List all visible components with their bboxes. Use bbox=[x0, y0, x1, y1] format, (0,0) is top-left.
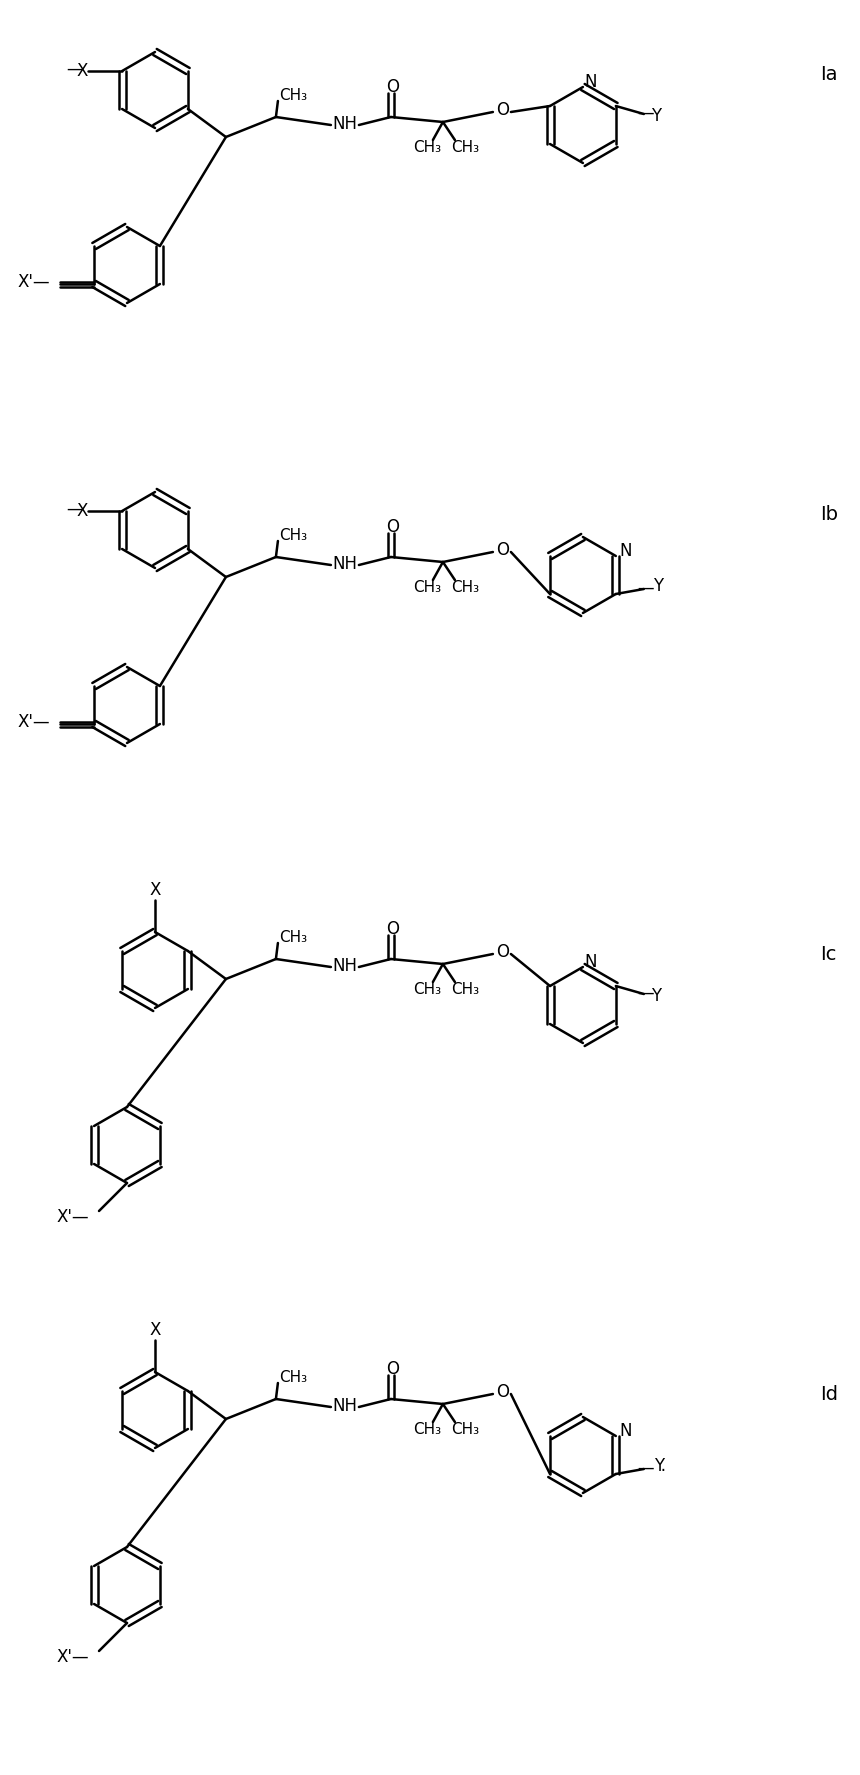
Text: NH: NH bbox=[333, 556, 358, 573]
Text: X'—: X'— bbox=[17, 273, 50, 291]
Text: —: — bbox=[637, 983, 654, 1003]
Text: CH₃: CH₃ bbox=[279, 87, 307, 103]
Text: CH₃: CH₃ bbox=[413, 140, 441, 154]
Text: CH₃: CH₃ bbox=[451, 1422, 479, 1436]
Text: NH: NH bbox=[333, 1397, 358, 1415]
Text: N: N bbox=[619, 541, 632, 559]
Text: O: O bbox=[496, 101, 509, 119]
Text: CH₃: CH₃ bbox=[413, 579, 441, 595]
Text: O: O bbox=[496, 541, 509, 559]
Text: X'—: X'— bbox=[17, 714, 50, 731]
Text: CH₃: CH₃ bbox=[451, 982, 479, 996]
Text: Y: Y bbox=[651, 106, 660, 124]
Text: Y: Y bbox=[651, 987, 660, 1005]
Text: O: O bbox=[386, 1360, 399, 1377]
Text: —: — bbox=[637, 105, 654, 122]
Text: Ic: Ic bbox=[820, 946, 837, 964]
Text: X: X bbox=[150, 1321, 161, 1338]
Text: X: X bbox=[77, 502, 88, 520]
Text: Y: Y bbox=[653, 577, 663, 595]
Text: —: — bbox=[65, 60, 83, 78]
Text: N: N bbox=[585, 73, 597, 91]
Text: O: O bbox=[386, 78, 399, 96]
Text: N: N bbox=[585, 953, 597, 971]
Text: X: X bbox=[77, 62, 88, 80]
Text: CH₃: CH₃ bbox=[413, 1422, 441, 1436]
Text: O: O bbox=[386, 518, 399, 536]
Text: —: — bbox=[637, 1459, 654, 1477]
Text: O: O bbox=[496, 943, 509, 960]
Text: N: N bbox=[619, 1422, 632, 1440]
Text: Id: Id bbox=[820, 1386, 838, 1404]
Text: Ia: Ia bbox=[820, 66, 838, 85]
Text: —: — bbox=[637, 579, 654, 596]
Text: X'—: X'— bbox=[57, 1209, 89, 1227]
Text: X: X bbox=[150, 880, 161, 898]
Text: —: — bbox=[65, 501, 83, 518]
Text: Y.: Y. bbox=[654, 1457, 666, 1475]
Text: Ib: Ib bbox=[820, 506, 838, 524]
Text: O: O bbox=[386, 919, 399, 937]
Text: CH₃: CH₃ bbox=[451, 140, 479, 154]
Text: CH₃: CH₃ bbox=[279, 1370, 307, 1384]
Text: X'—: X'— bbox=[57, 1647, 89, 1667]
Text: CH₃: CH₃ bbox=[451, 579, 479, 595]
Text: NH: NH bbox=[333, 957, 358, 974]
Text: O: O bbox=[496, 1383, 509, 1400]
Text: CH₃: CH₃ bbox=[279, 527, 307, 543]
Text: CH₃: CH₃ bbox=[413, 982, 441, 996]
Text: CH₃: CH₃ bbox=[279, 930, 307, 944]
Text: NH: NH bbox=[333, 115, 358, 133]
